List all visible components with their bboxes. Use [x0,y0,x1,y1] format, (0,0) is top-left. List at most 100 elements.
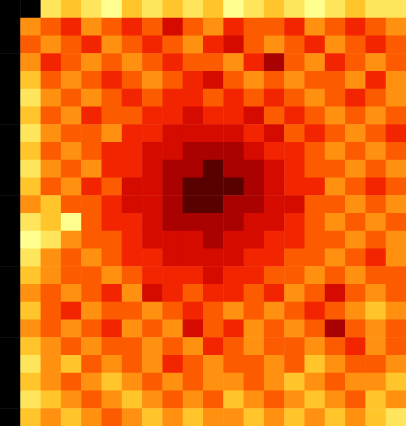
heatmap-cell [223,18,244,36]
heatmap-cell [162,320,183,338]
heatmap-cell [386,124,406,142]
heatmap-cell [61,408,82,426]
heatmap-cell [365,266,386,284]
heatmap-cell [305,302,326,320]
heatmap-cell [102,178,123,196]
heatmap-cell [102,302,123,320]
heatmap-cell [223,320,244,338]
heatmap-cell [122,0,143,18]
heatmap-cell [386,408,406,426]
heatmap-cell [284,337,305,355]
heatmap-cell [183,320,204,338]
heatmap-cell [284,71,305,89]
heatmap-cell [183,373,204,391]
heatmap-cell [122,89,143,107]
heatmap-cell [162,89,183,107]
heatmap-cell [61,302,82,320]
heatmap-cell [41,266,62,284]
heatmap-cell [365,36,386,54]
heatmap-cell [223,89,244,107]
heatmap-cell [183,266,204,284]
heatmap-cell [305,391,326,409]
heatmap-cell [41,107,62,125]
heatmap-cell [325,266,346,284]
heatmap-cell [183,284,204,302]
heatmap-cell [365,302,386,320]
heatmap-cell [20,391,41,409]
heatmap-cell [365,373,386,391]
heatmap-cell [244,53,265,71]
heatmap-cell [345,53,366,71]
heatmap-cell [142,408,163,426]
heatmap-cell [122,160,143,178]
heatmap-cell [142,160,163,178]
heatmap-cell [122,18,143,36]
heatmap-cell [183,178,204,196]
heatmap-cell [365,355,386,373]
heatmap-cell [142,249,163,267]
heatmap-cell [142,71,163,89]
heatmap-cell [203,355,224,373]
heatmap-cell [264,284,285,302]
heatmap-cell [365,89,386,107]
heatmap-cell [142,178,163,196]
heatmap-cell [264,231,285,249]
heatmap-cell [20,89,41,107]
heatmap-cell [365,160,386,178]
heatmap-cell [223,391,244,409]
heatmap-cell [122,373,143,391]
heatmap-cell [284,213,305,231]
heatmap-cell [122,337,143,355]
heatmap-cell [20,107,41,125]
heatmap-cell [203,284,224,302]
heatmap-cell [264,142,285,160]
heatmap-cell [203,231,224,249]
heatmap-cell [122,266,143,284]
heatmap-cell [142,0,163,18]
heatmap-cell [325,337,346,355]
heatmap-cell [264,89,285,107]
heatmap-cell [41,142,62,160]
heatmap-cell [325,71,346,89]
heatmap-cell [162,0,183,18]
heatmap-cell [41,249,62,267]
heatmap-cell [20,266,41,284]
heatmap-cell [325,231,346,249]
heatmap-cell [223,142,244,160]
heatmap-cell [284,320,305,338]
heatmap-cell [284,36,305,54]
heatmap-cell [0,355,21,373]
heatmap-cell [244,89,265,107]
heatmap-cell [0,178,21,196]
heatmap-cell [183,391,204,409]
heatmap-cell [345,408,366,426]
heatmap-cell [183,302,204,320]
heatmap-cell [223,160,244,178]
heatmap-cell [20,320,41,338]
heatmap-cell [244,373,265,391]
heatmap-cell [183,355,204,373]
heatmap-cell [244,107,265,125]
heatmap-cell [264,391,285,409]
heatmap-cell [284,408,305,426]
heatmap-cell [345,160,366,178]
heatmap-cells [0,0,406,426]
heatmap-cell [122,249,143,267]
heatmap-cell [20,0,41,18]
heatmap-cell [81,373,102,391]
heatmap-cell [325,36,346,54]
heatmap-cell [61,249,82,267]
heatmap-cell [122,408,143,426]
heatmap-cell [244,0,265,18]
heatmap-cell [61,213,82,231]
heatmap-cell [183,160,204,178]
heatmap-cell [345,284,366,302]
heatmap-cell [20,231,41,249]
heatmap-cell [223,231,244,249]
heatmap-cell [183,71,204,89]
heatmap-cell [203,89,224,107]
heatmap-cell [223,302,244,320]
heatmap-cell [305,320,326,338]
heatmap-cell [61,124,82,142]
heatmap-cell [102,195,123,213]
